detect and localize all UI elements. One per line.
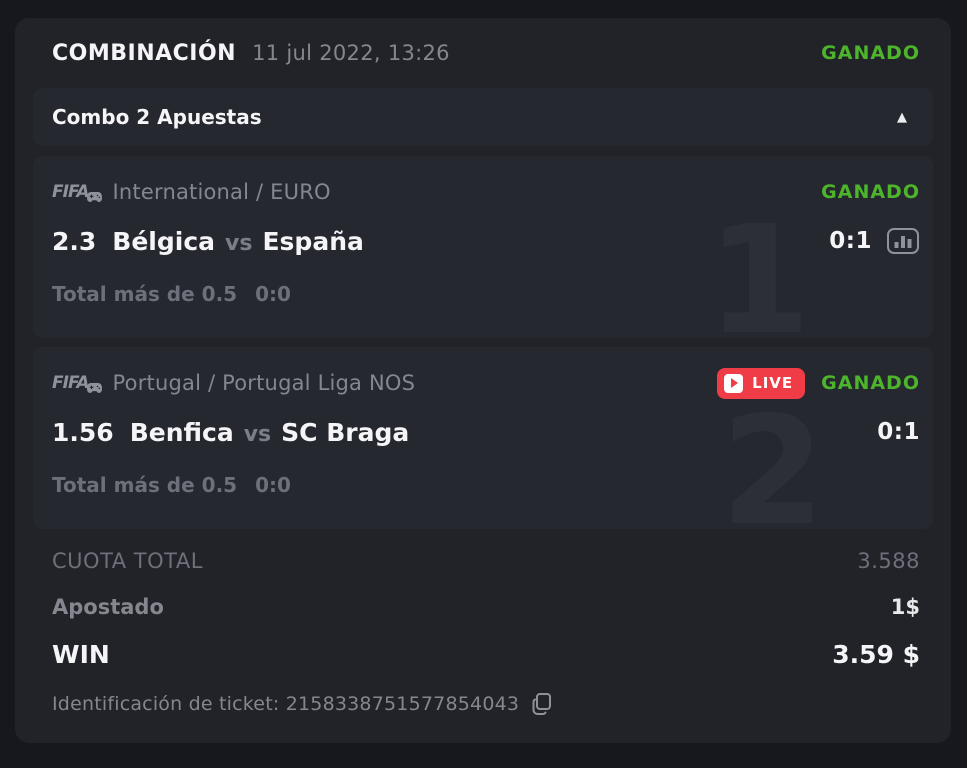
market-score: 0:0 — [255, 473, 291, 497]
stats-icon[interactable] — [886, 227, 920, 255]
stake-row: Apostado 1$ — [33, 591, 933, 623]
gamepad-icon — [86, 379, 103, 398]
bet-type-label: COMBINACIÓN — [52, 40, 237, 66]
stake-label: Apostado — [52, 595, 164, 619]
copy-icon[interactable] — [531, 692, 553, 716]
bet-odds: 2.3 — [52, 226, 97, 256]
win-label: WIN — [52, 639, 110, 669]
fifa-logo: FIFA — [52, 183, 103, 202]
win-value: 3.59 $ — [832, 639, 920, 669]
bet-status-badge: GANADO — [821, 372, 920, 394]
bet-card-2: 2 FIFA Portugal / Portugal Liga NOS LIVE… — [33, 347, 933, 529]
ticket-id-row: Identificación de ticket: 21583387515778… — [33, 689, 933, 719]
home-team: Benfica — [129, 417, 234, 447]
play-icon — [724, 373, 744, 393]
away-team: SC Braga — [281, 417, 410, 447]
bet-card-1: 1 FIFA International / EURO GANADO 2.3 B… — [33, 156, 933, 338]
market-score: 0:0 — [255, 282, 291, 306]
bet-odds: 1.56 — [52, 417, 114, 447]
bet-index-watermark: 1 — [706, 194, 811, 338]
away-team: España — [262, 226, 364, 256]
chevron-up-icon: ▲ — [897, 109, 907, 125]
bet-status-badge: GANADO — [821, 181, 920, 203]
match-score: 0:1 — [829, 228, 872, 254]
total-odds-value: 3.588 — [857, 549, 920, 573]
ticket-id-value: 2158338751577854043 — [285, 693, 520, 715]
league-name: International / EURO — [112, 180, 331, 204]
stake-value: 1$ — [890, 595, 920, 619]
fifa-logo: FIFA — [52, 374, 103, 393]
combo-label: Combo 2 Apuestas — [52, 105, 262, 129]
ticket-id-text: Identificación de ticket: 21583387515778… — [52, 693, 520, 715]
total-odds-row: CUOTA TOTAL 3.588 — [33, 545, 933, 577]
vs-label: vs — [243, 421, 272, 447]
home-team: Bélgica — [112, 226, 216, 256]
win-row: WIN 3.59 $ — [33, 635, 933, 673]
bet-datetime: 11 jul 2022, 13:26 — [252, 41, 450, 65]
match-score: 0:1 — [877, 419, 920, 445]
gamepad-icon — [86, 188, 103, 207]
combo-collapse-bar[interactable]: Combo 2 Apuestas ▲ — [33, 88, 933, 146]
vs-label: vs — [225, 230, 253, 256]
total-odds-label: CUOTA TOTAL — [52, 549, 203, 573]
league-name: Portugal / Portugal Liga NOS — [112, 371, 416, 395]
ticket-status-badge: GANADO — [821, 42, 920, 64]
ticket-header: COMBINACIÓN 11 jul 2022, 13:26 GANADO — [33, 18, 933, 88]
bet-ticket-panel: COMBINACIÓN 11 jul 2022, 13:26 GANADO Co… — [15, 18, 951, 743]
live-badge: LIVE — [717, 367, 806, 399]
market-selection: Total más de 0.5 — [52, 282, 238, 306]
market-selection: Total más de 0.5 — [52, 473, 238, 497]
bet-index-watermark: 2 — [720, 385, 825, 529]
